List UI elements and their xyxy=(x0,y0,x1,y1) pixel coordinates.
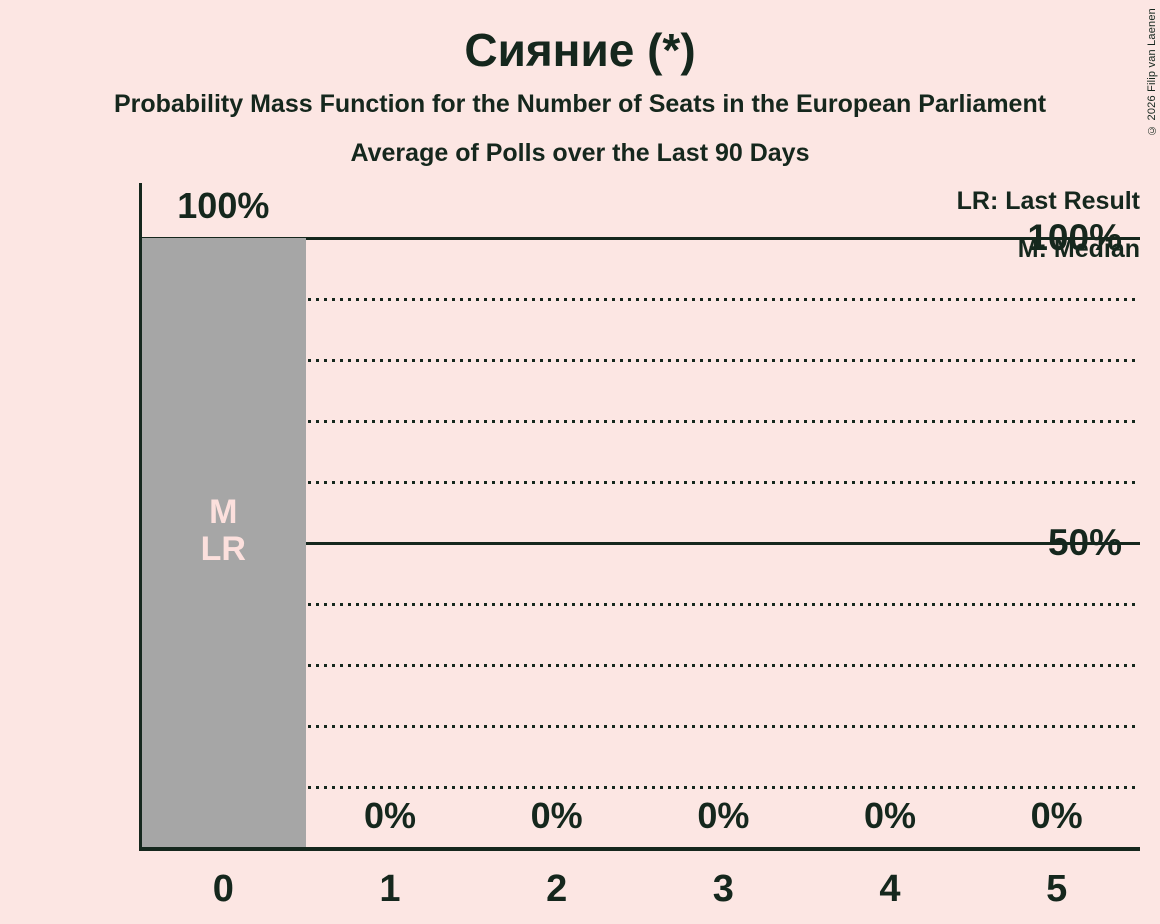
bar-value-label-0: 100% xyxy=(177,185,270,226)
x-axis-label-5: 5 xyxy=(1046,868,1068,910)
gridline-dotted-70 xyxy=(140,420,1140,423)
x-axis-label-2: 2 xyxy=(546,868,568,910)
bar-value-label-1: 0% xyxy=(363,795,417,836)
gridline-solid-50 xyxy=(140,541,1140,545)
bar-value-label-2: 0% xyxy=(530,795,583,836)
gridline-dotted-60 xyxy=(140,481,1140,484)
bar-value-label-4: 0% xyxy=(863,795,917,836)
x-axis-label-3: 3 xyxy=(712,868,734,910)
gridline-solid-100 xyxy=(140,236,1140,240)
gridline-dotted-40 xyxy=(140,603,1140,606)
x-axis-line xyxy=(139,847,1140,851)
legend-median: M: Median xyxy=(1017,235,1140,263)
gridline-dotted-90 xyxy=(140,298,1140,301)
bar-seats-0 xyxy=(141,238,306,848)
bar-value-label-5: 0% xyxy=(1030,795,1083,836)
x-axis-label-1: 1 xyxy=(379,868,401,910)
bar-value-label-3: 0% xyxy=(697,795,750,836)
chart-title: Сияние (*) xyxy=(464,24,696,76)
y-axis-line xyxy=(139,183,142,851)
bar-annotation-lr: LR xyxy=(200,530,246,568)
chart-subtitle-period: Average of Polls over the Last 90 Days xyxy=(350,139,810,167)
gridline-dotted-80 xyxy=(140,359,1140,362)
gridline-dotted-10 xyxy=(140,786,1140,789)
gridline-dotted-30 xyxy=(140,664,1140,667)
legend-last-result: LR: Last Result xyxy=(956,187,1140,215)
x-axis-label-0: 0 xyxy=(212,868,234,910)
bar-annotation-m: M xyxy=(209,493,238,531)
chart-subtitle: Probability Mass Function for the Number… xyxy=(113,90,1047,118)
x-axis-label-4: 4 xyxy=(879,868,901,910)
gridline-dotted-20 xyxy=(140,725,1140,728)
